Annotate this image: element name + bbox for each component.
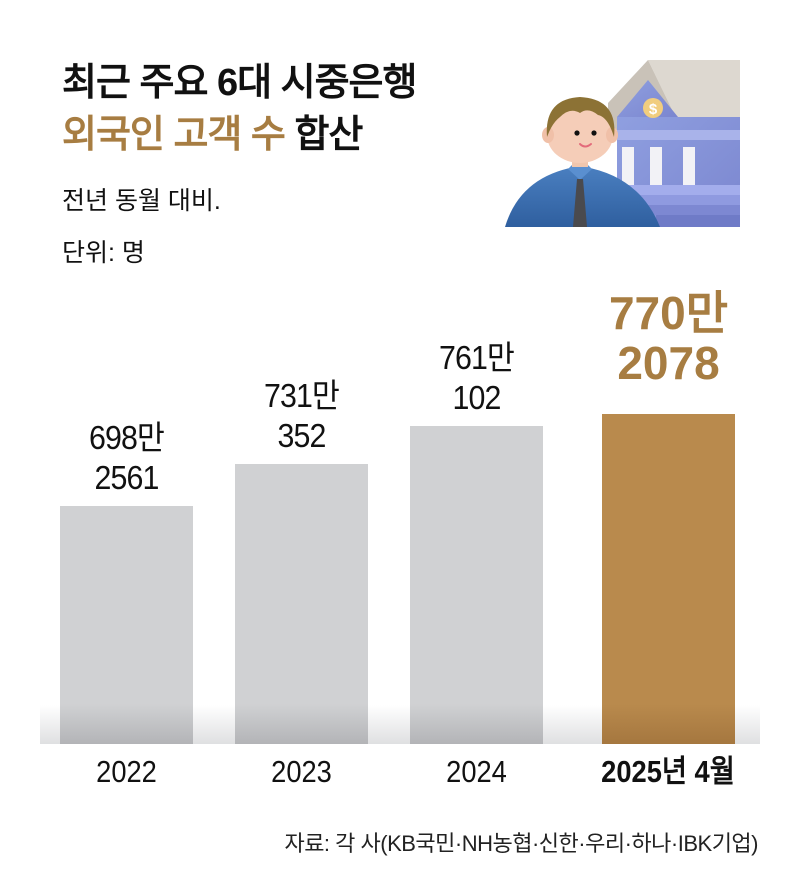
title-line-1: 최근 주요 6대 시중은행 <box>62 62 417 104</box>
value-line-2: 102 <box>452 379 502 416</box>
x-label-2022: 2022 <box>96 754 157 789</box>
banker-with-bank-building-icon: $ <box>500 55 750 230</box>
x-label-2023: 2023 <box>271 754 332 789</box>
source-note: 자료: 각 사(KB국민·NH농협·신한·우리·하나·IBK기업) <box>284 831 758 856</box>
value-label-2024: 761만 102 <box>404 338 548 418</box>
bar-2024 <box>410 426 543 744</box>
bar-shade <box>60 704 193 744</box>
x-label-2025-april: 2025년 4월 <box>601 754 735 789</box>
value-line-1: 731만 <box>264 377 340 414</box>
value-label-2023: 731만 352 <box>229 376 373 456</box>
title-accent: 외국인 고객 수 <box>62 114 286 156</box>
value-line-2: 352 <box>277 417 327 454</box>
title-line-2: 외국인 고객 수 합산 <box>62 112 363 158</box>
bar-2025-april <box>602 414 735 744</box>
bar-2022 <box>60 506 193 744</box>
value-line-2: 2561 <box>94 459 160 496</box>
value-line-1: 698만 <box>89 419 165 456</box>
svg-text:$: $ <box>649 101 658 118</box>
bar-shade <box>235 704 368 744</box>
title-rest: 합산 <box>284 114 363 156</box>
unit-label: 단위: 명 <box>62 239 145 267</box>
x-label-2024: 2024 <box>446 754 507 789</box>
value-line-1: 770만 <box>608 287 729 339</box>
bar-2023 <box>235 464 368 744</box>
value-label-2022: 698만 2561 <box>54 418 198 498</box>
subtitle: 전년 동월 대비. <box>62 187 221 215</box>
bar-shade <box>410 704 543 744</box>
value-label-2025-april: 770만 2078 <box>572 288 765 388</box>
bar-shade <box>602 704 735 744</box>
value-line-2: 2078 <box>617 337 720 389</box>
value-line-1: 761만 <box>439 339 515 376</box>
